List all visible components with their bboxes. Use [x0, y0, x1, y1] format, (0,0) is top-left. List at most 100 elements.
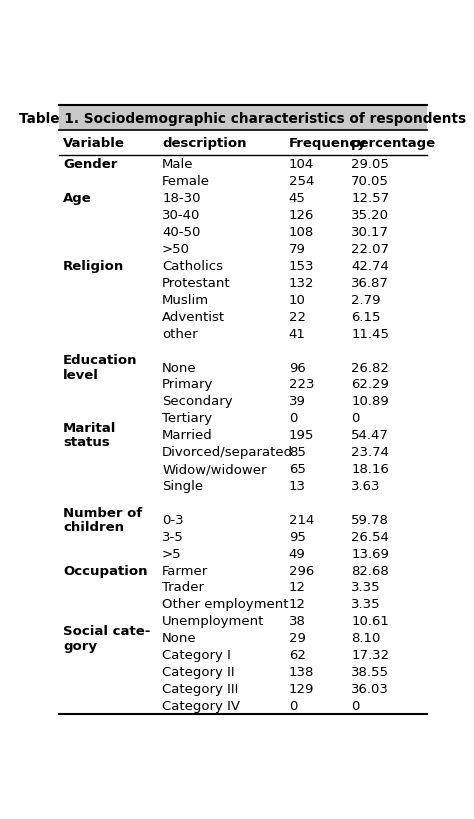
Text: Female: Female	[162, 175, 210, 188]
Text: >50: >50	[162, 242, 190, 256]
Text: 65: 65	[289, 463, 306, 476]
Text: Primary: Primary	[162, 378, 213, 391]
Text: 254: 254	[289, 175, 314, 188]
Text: 138: 138	[289, 665, 314, 678]
Text: 195: 195	[289, 428, 314, 441]
Text: 10: 10	[289, 293, 306, 306]
Text: 2.79: 2.79	[351, 293, 381, 306]
Text: 96: 96	[289, 361, 306, 374]
Text: Catholics: Catholics	[162, 260, 223, 273]
Text: 45: 45	[289, 192, 306, 205]
Text: 0: 0	[289, 699, 297, 712]
Text: 223: 223	[289, 378, 314, 391]
Text: Male: Male	[162, 158, 193, 171]
Text: 36.87: 36.87	[351, 277, 389, 290]
Text: 35.20: 35.20	[351, 209, 389, 222]
Text: Number of
children: Number of children	[63, 506, 142, 533]
Text: Single: Single	[162, 479, 203, 492]
Text: 132: 132	[289, 277, 314, 290]
Text: other: other	[162, 328, 198, 340]
Text: 22: 22	[289, 310, 306, 324]
Text: Tertiary: Tertiary	[162, 412, 212, 425]
Text: Widow/widower: Widow/widower	[162, 463, 266, 476]
Text: 104: 104	[289, 158, 314, 171]
Text: Muslim: Muslim	[162, 293, 209, 306]
Text: 10.89: 10.89	[351, 395, 389, 408]
Text: 59.78: 59.78	[351, 514, 389, 526]
Text: 82.68: 82.68	[351, 563, 389, 577]
Text: 79: 79	[289, 242, 306, 256]
Text: 12.57: 12.57	[351, 192, 390, 205]
Text: 13.69: 13.69	[351, 547, 389, 560]
Text: 0: 0	[289, 412, 297, 425]
Text: 126: 126	[289, 209, 314, 222]
Text: 10.61: 10.61	[351, 614, 389, 627]
Text: 12: 12	[289, 581, 306, 594]
Text: 3-5: 3-5	[162, 530, 184, 543]
Text: 11.45: 11.45	[351, 328, 389, 340]
Text: Trader: Trader	[162, 581, 204, 594]
Text: 23.74: 23.74	[351, 446, 389, 459]
Text: 39: 39	[289, 395, 306, 408]
Text: 8.10: 8.10	[351, 631, 381, 645]
Text: Unemployment: Unemployment	[162, 614, 264, 627]
Text: Social cate-
gory: Social cate- gory	[63, 624, 150, 652]
Text: 17.32: 17.32	[351, 649, 390, 662]
Text: 70.05: 70.05	[351, 175, 389, 188]
Text: 41: 41	[289, 328, 306, 340]
Text: Other employment: Other employment	[162, 598, 289, 611]
Text: 0: 0	[351, 699, 360, 712]
Text: Occupation: Occupation	[63, 563, 147, 577]
Text: 95: 95	[289, 530, 306, 543]
Text: 12: 12	[289, 598, 306, 611]
Text: None: None	[162, 631, 197, 645]
Text: 153: 153	[289, 260, 314, 273]
Text: 38: 38	[289, 614, 306, 627]
Text: Category I: Category I	[162, 649, 231, 662]
Text: Protestant: Protestant	[162, 277, 231, 290]
Text: 26.54: 26.54	[351, 530, 389, 543]
Text: 108: 108	[289, 226, 314, 239]
Text: 3.63: 3.63	[351, 479, 381, 492]
Text: description: description	[162, 138, 246, 150]
Text: 30.17: 30.17	[351, 226, 389, 239]
Text: Marital
status: Marital status	[63, 422, 116, 449]
Text: 129: 129	[289, 682, 314, 695]
Text: None: None	[162, 361, 197, 374]
Text: 0-3: 0-3	[162, 514, 184, 526]
Text: Religion: Religion	[63, 260, 124, 273]
Text: Gender: Gender	[63, 158, 117, 171]
Text: Category II: Category II	[162, 665, 235, 678]
Text: Married: Married	[162, 428, 213, 441]
Text: 49: 49	[289, 547, 306, 560]
Text: 62.29: 62.29	[351, 378, 389, 391]
Text: 13: 13	[289, 479, 306, 492]
Text: 36.03: 36.03	[351, 682, 389, 695]
Text: Divorced/separated: Divorced/separated	[162, 446, 293, 459]
Text: Farmer: Farmer	[162, 563, 209, 577]
Text: 3.35: 3.35	[351, 581, 381, 594]
Text: 26.82: 26.82	[351, 361, 389, 374]
Text: Adventist: Adventist	[162, 310, 225, 324]
Text: 18.16: 18.16	[351, 463, 389, 476]
Text: 0: 0	[351, 412, 360, 425]
Text: Category III: Category III	[162, 682, 238, 695]
Text: 6.15: 6.15	[351, 310, 381, 324]
Text: 54.47: 54.47	[351, 428, 389, 441]
Text: Secondary: Secondary	[162, 395, 233, 408]
Text: 29: 29	[289, 631, 306, 645]
Text: 38.55: 38.55	[351, 665, 389, 678]
Text: 42.74: 42.74	[351, 260, 389, 273]
Text: 18-30: 18-30	[162, 192, 201, 205]
Text: Education
level: Education level	[63, 354, 137, 382]
Text: 3.35: 3.35	[351, 598, 381, 611]
Text: Category IV: Category IV	[162, 699, 240, 712]
Text: Table 1. Sociodemographic characteristics of respondents: Table 1. Sociodemographic characteristic…	[19, 111, 466, 125]
Text: 30-40: 30-40	[162, 209, 201, 222]
Text: Variable: Variable	[63, 138, 125, 150]
Text: Frequency: Frequency	[289, 138, 366, 150]
Text: 22.07: 22.07	[351, 242, 389, 256]
FancyBboxPatch shape	[59, 106, 427, 131]
Text: Age: Age	[63, 192, 91, 205]
Text: 62: 62	[289, 649, 306, 662]
